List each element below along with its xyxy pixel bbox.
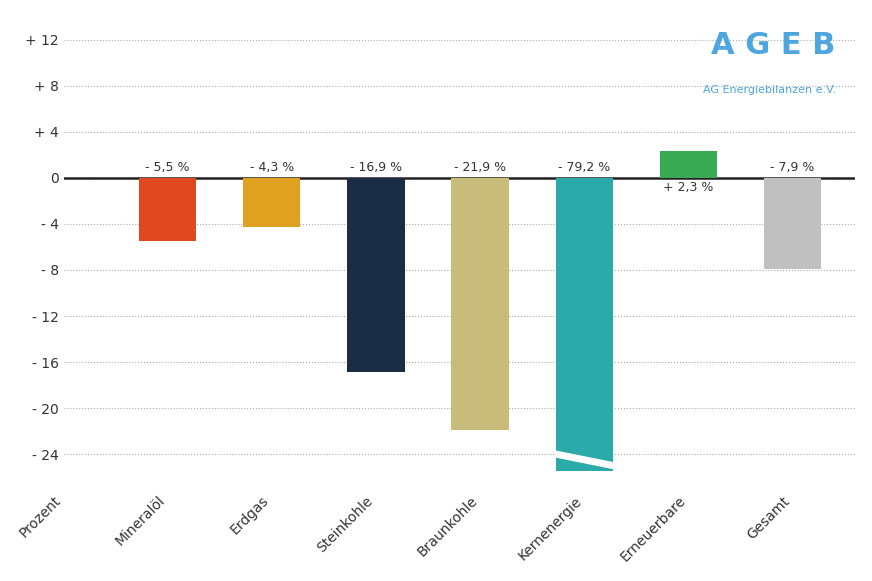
Bar — [764, 178, 821, 269]
Bar — [452, 178, 508, 430]
Text: - 79,2 %: - 79,2 % — [558, 161, 610, 174]
Bar — [347, 178, 405, 372]
Text: - 16,9 %: - 16,9 % — [350, 161, 402, 174]
Bar — [555, 178, 613, 472]
Text: + 2,3 %: + 2,3 % — [664, 181, 713, 194]
Bar — [243, 178, 301, 227]
Text: - 21,9 %: - 21,9 % — [454, 161, 506, 174]
Text: - 4,3 %: - 4,3 % — [249, 161, 294, 174]
Text: A G E B: A G E B — [712, 31, 835, 60]
Text: - 7,9 %: - 7,9 % — [770, 161, 814, 174]
Text: - 5,5 %: - 5,5 % — [146, 161, 190, 174]
Text: AG Energiebilanzen e.V.: AG Energiebilanzen e.V. — [703, 85, 835, 95]
Bar — [660, 152, 717, 178]
Bar — [139, 178, 196, 241]
